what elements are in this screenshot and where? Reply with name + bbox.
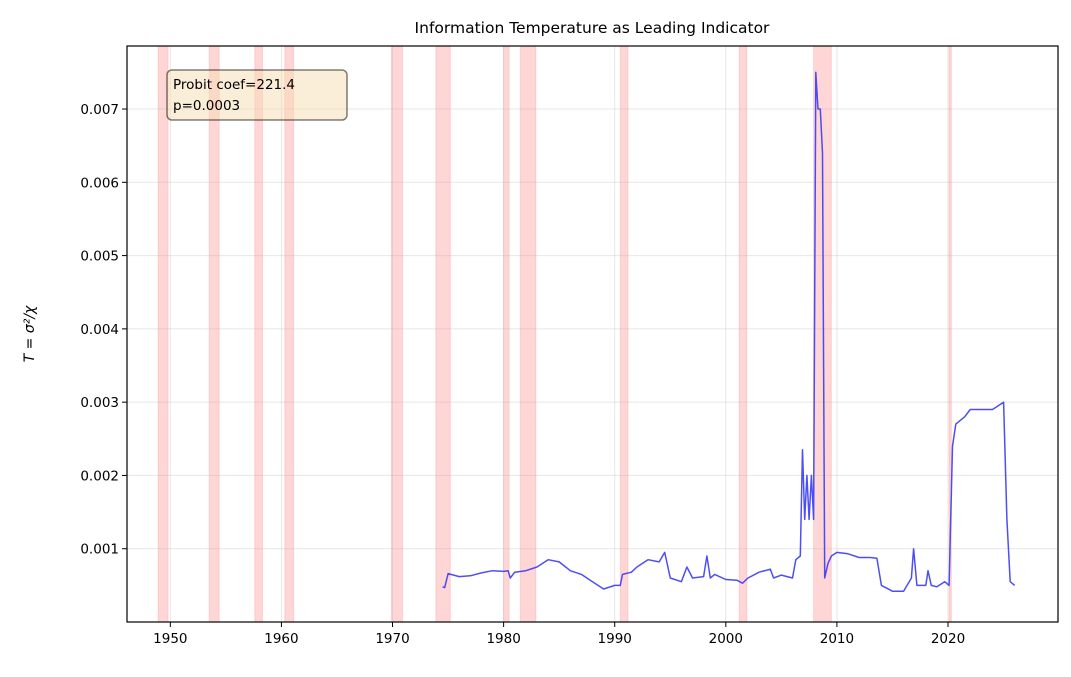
series-line [442, 71, 1016, 592]
x-tick-label: 1960 [264, 631, 298, 647]
chart-title: Information Temperature as Leading Indic… [415, 19, 771, 37]
recession-band [284, 45, 295, 623]
y-axis-label: T = σ²/χ [22, 305, 38, 362]
x-tick-label: 2000 [709, 631, 743, 647]
x-tick-label: 1950 [153, 631, 187, 647]
x-tick-label: 2010 [820, 631, 854, 647]
plot-frame [126, 45, 1059, 623]
recession-bands [157, 45, 952, 623]
recession-band [738, 45, 748, 623]
y-tick-label: 0.006 [80, 175, 119, 191]
annotation-pvalue: p=0.0003 [173, 98, 240, 114]
annotation-box: Probit coef=221.4 p=0.0003 [166, 69, 348, 121]
recession-band [254, 45, 264, 623]
y-tick-label: 0.004 [80, 322, 119, 338]
x-tick-label: 1970 [375, 631, 409, 647]
y-tick-label: 0.007 [80, 102, 119, 118]
recession-band [519, 45, 537, 623]
annotation-coef: Probit coef=221.4 [173, 77, 295, 93]
x-tick-label: 2020 [931, 631, 965, 647]
y-tick-label: 0.001 [80, 542, 119, 558]
x-tick-label: 1980 [486, 631, 520, 647]
grid [127, 46, 1058, 622]
recession-band [208, 45, 220, 623]
x-axis: 1950 1960 1970 1980 1990 2000 2010 2020 [153, 622, 965, 647]
y-tick-label: 0.003 [80, 395, 119, 411]
recession-band [157, 45, 169, 623]
recession-band [503, 45, 510, 623]
y-tick-label: 0.002 [80, 468, 119, 484]
recession-band [435, 45, 451, 623]
y-axis: 0.001 0.002 0.003 0.004 0.005 0.006 0.007 [80, 102, 127, 558]
recession-band [390, 45, 404, 623]
x-tick-label: 1990 [598, 631, 632, 647]
recession-band [619, 45, 629, 623]
y-tick-label: 0.005 [80, 249, 119, 265]
